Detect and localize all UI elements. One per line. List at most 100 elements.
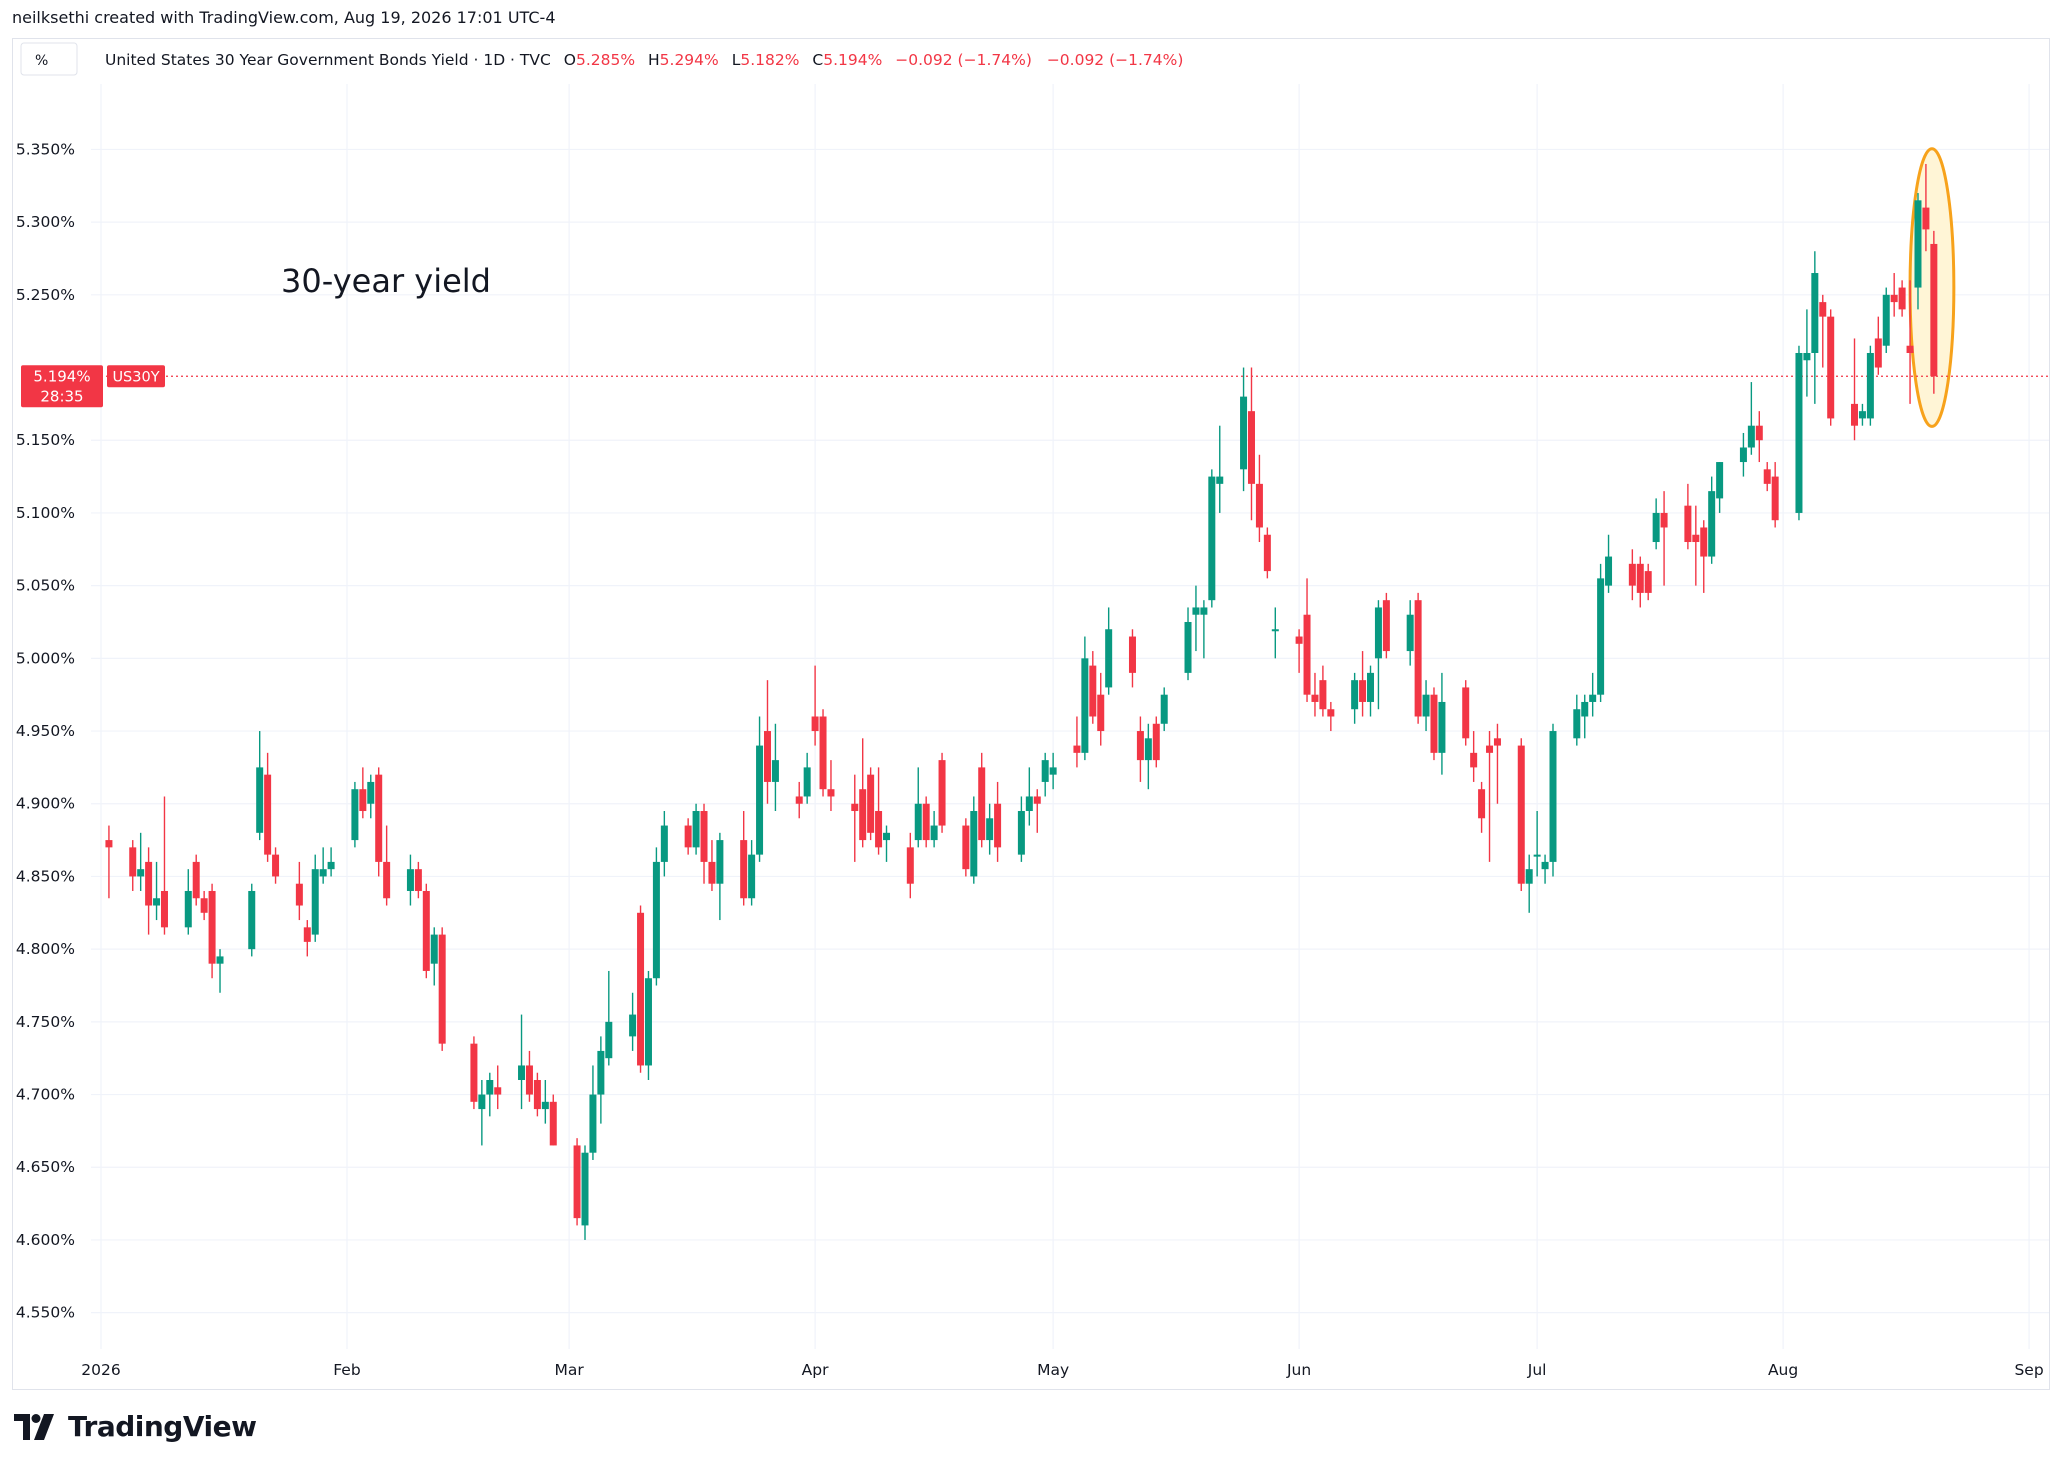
candle (1192, 585, 1200, 652)
candle-body (652, 861, 660, 979)
candle-body (1478, 789, 1486, 819)
candle-body (1700, 527, 1708, 557)
candle (819, 709, 827, 797)
x-tick-label: Sep (2014, 1361, 2043, 1379)
candle (938, 752, 946, 833)
candle (1041, 752, 1049, 797)
candle (1486, 731, 1494, 862)
candle (160, 796, 168, 935)
candle (533, 1072, 541, 1117)
candle (1803, 309, 1811, 397)
candle-body (359, 789, 367, 812)
candle (803, 752, 811, 804)
candle (795, 781, 803, 819)
candle-body (1755, 425, 1763, 441)
candle (970, 796, 978, 884)
candle (1263, 527, 1271, 579)
candle (1906, 280, 1914, 404)
candle (652, 847, 660, 986)
candle-body (1414, 600, 1422, 717)
candle-body (1922, 207, 1930, 230)
candle (1319, 665, 1327, 717)
candle (1216, 425, 1224, 513)
candle (597, 1036, 605, 1124)
candle-body (763, 731, 771, 782)
candle-body (644, 978, 652, 1066)
candle (1517, 738, 1525, 891)
candle-body (1517, 745, 1525, 884)
candle (541, 1080, 549, 1124)
candle (756, 716, 764, 862)
candle-body (1486, 745, 1494, 753)
y-tick-label: 5.250% (16, 286, 75, 304)
tradingview-logo[interactable]: TradingView (14, 1410, 257, 1443)
header-legend: % United States 30 Year Government Bonds… (20, 42, 1183, 76)
candle-body (1160, 694, 1168, 724)
candle-body (811, 716, 819, 732)
candle-body (938, 760, 946, 826)
candle (1208, 469, 1216, 608)
candle-body (1533, 854, 1541, 857)
candle-body (1549, 731, 1557, 862)
candle-body (1263, 534, 1271, 572)
candle-body (525, 1065, 533, 1095)
candle (1866, 345, 1874, 426)
candle-body (1200, 607, 1208, 615)
candle (605, 970, 613, 1066)
candle-body (1240, 396, 1248, 470)
unit-button[interactable] (20, 42, 78, 76)
candle-body (795, 796, 803, 804)
candle-body (1898, 287, 1906, 310)
candle-body (256, 767, 264, 833)
candle (1414, 592, 1422, 724)
candle (1708, 476, 1716, 564)
candle (1716, 462, 1724, 513)
candle-body (1684, 505, 1692, 543)
candle-body (1628, 563, 1636, 586)
candle (1105, 607, 1113, 695)
candle-body (438, 934, 446, 1044)
candle (1747, 382, 1755, 455)
candle-body (129, 847, 137, 877)
candle (1605, 534, 1613, 593)
candle (406, 854, 414, 906)
candle-body (1573, 709, 1581, 739)
candle (914, 767, 922, 848)
candle-body (1597, 578, 1605, 695)
chart-panel[interactable]: 4.550% 4.600% 4.650% 4.700% 4.750% 4.800% 4.85… (12, 38, 2050, 1390)
candle-body (1097, 694, 1105, 732)
candle (763, 680, 771, 804)
candle-body (1105, 629, 1113, 688)
candle (1422, 680, 1430, 732)
candle-body (605, 1021, 613, 1059)
x-tick-label: May (1037, 1361, 1069, 1379)
candlestick-chart[interactable]: 4.550% 4.600% 4.650% 4.700% 4.750% 4.800% 4.85… (13, 39, 2049, 1389)
candle (1549, 723, 1557, 877)
candle-body (414, 869, 422, 891)
candle (1851, 338, 1859, 441)
candle (1049, 752, 1057, 790)
candle-body (914, 803, 922, 841)
candle (827, 760, 835, 812)
symbol-legend: United States 30 Year Government Bonds Y… (105, 51, 1183, 69)
candle-body (629, 1014, 637, 1037)
candle-body (637, 912, 645, 1066)
candle-body (700, 811, 708, 862)
change-value-2: −0.092 (−1.74%) (1047, 51, 1184, 69)
candle (1628, 549, 1636, 601)
candle-body (581, 1152, 589, 1226)
candle (1922, 163, 1930, 252)
candle (1406, 600, 1414, 666)
candle-body (1041, 760, 1049, 782)
candle-body (1882, 294, 1890, 346)
candle (1152, 716, 1160, 768)
candle-body (1581, 701, 1589, 717)
candle (525, 1050, 533, 1102)
candle-body (1216, 476, 1224, 484)
candle (1755, 411, 1763, 463)
candle-body (1017, 811, 1025, 855)
candle (494, 1065, 502, 1110)
candle (1351, 672, 1359, 724)
candle-body (1890, 294, 1898, 303)
candle (684, 818, 692, 855)
